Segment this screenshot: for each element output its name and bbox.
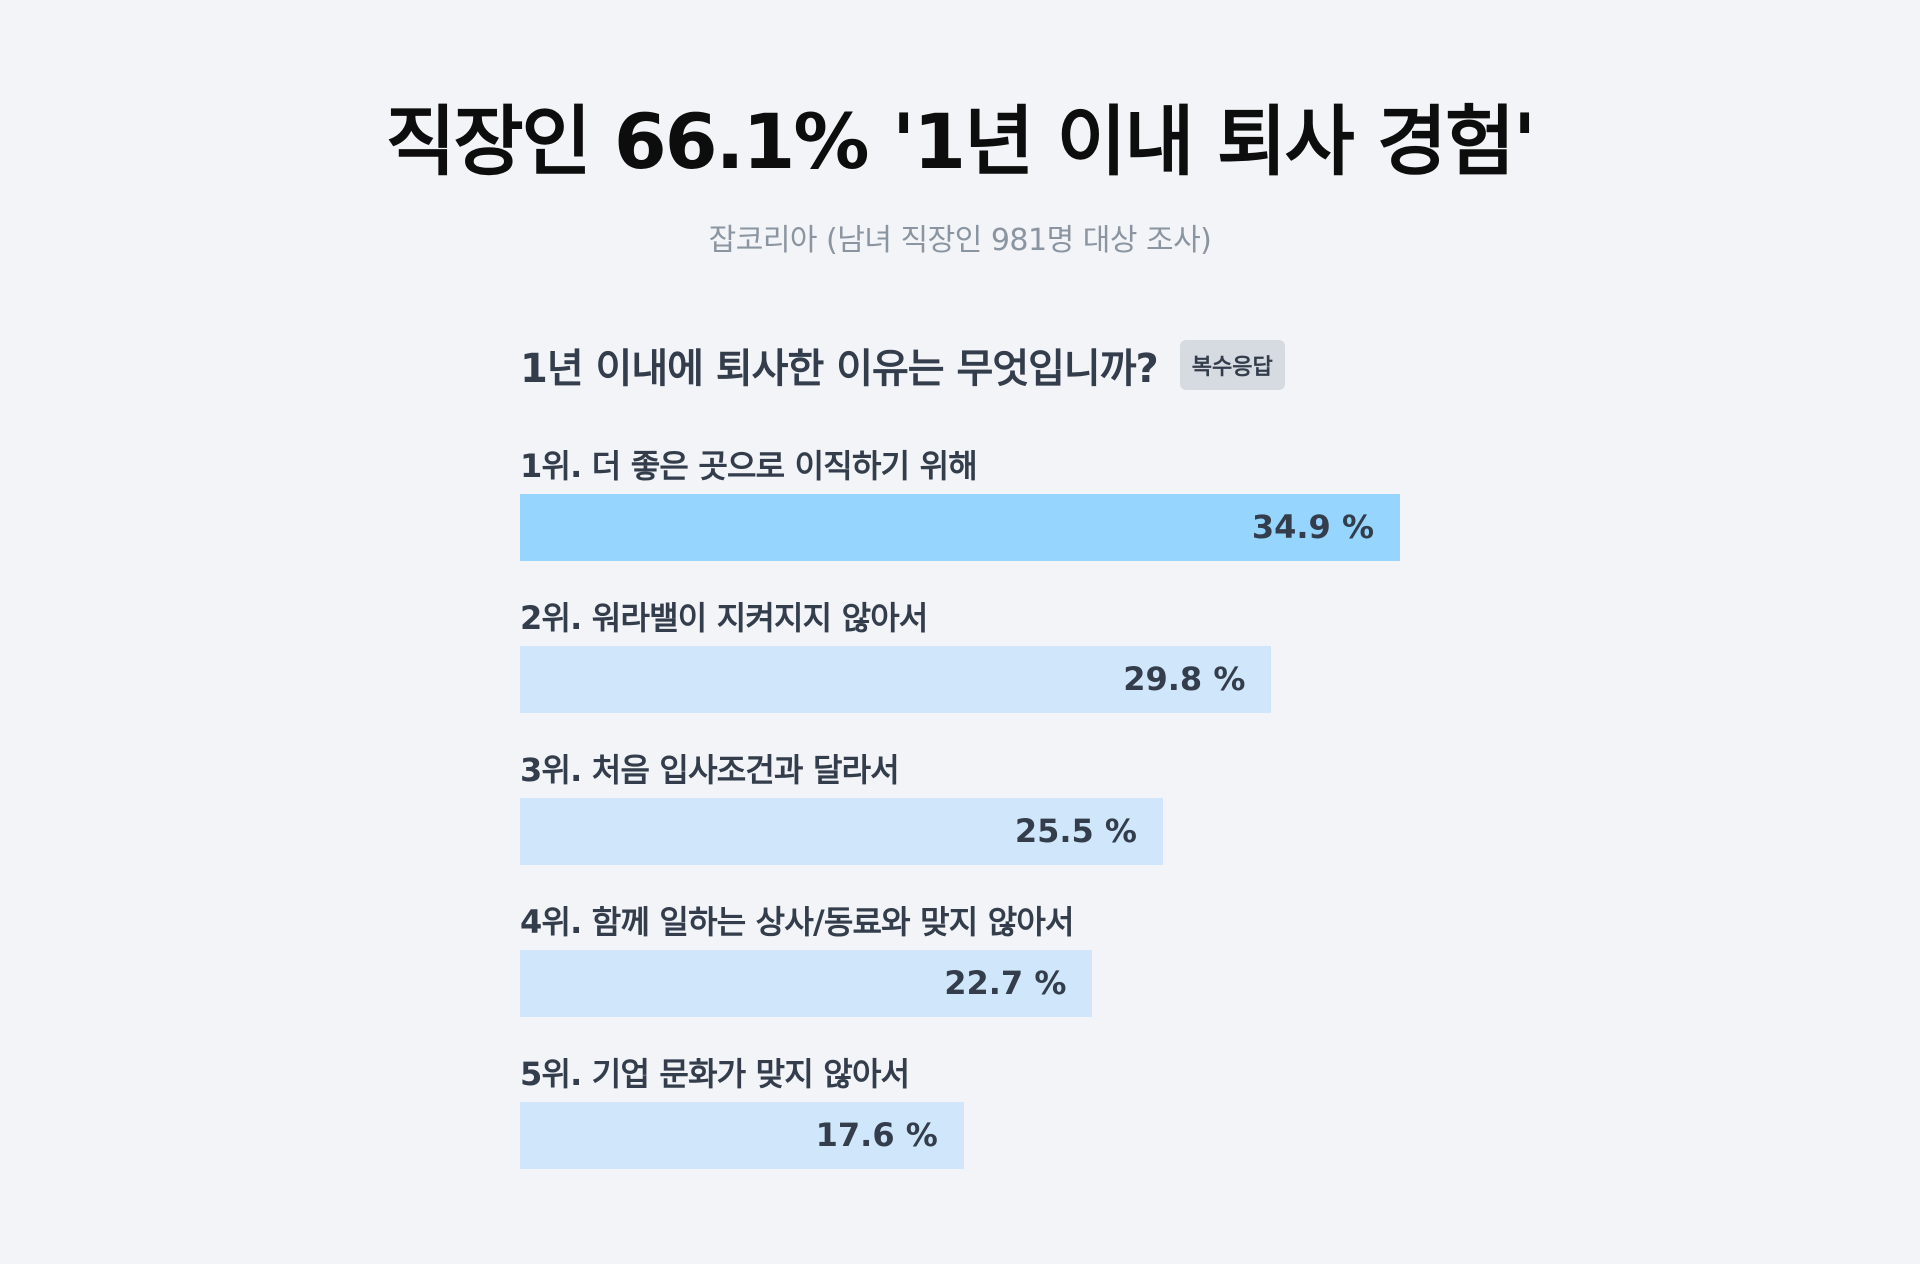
- bar-label: 4위. 함께 일하는 상사/동료와 맞지 않아서: [520, 903, 1074, 941]
- bar-value-label: 34.9 %: [1251, 508, 1374, 546]
- bar-row: 2위. 워라밸이 지켜지지 않아서 29.8 %: [520, 592, 1620, 744]
- chart-title: 직장인 66.1% '1년 이내 퇴사 경험': [385, 97, 1537, 186]
- question-text: 1년 이내에 퇴사한 이유는 무엇입니까?: [520, 346, 1159, 392]
- bar-chart: 1위. 더 좋은 곳으로 이직하기 위해 34.9 % 2위. 워라밸이 지켜지…: [520, 440, 1620, 1200]
- question-header: 1년 이내에 퇴사한 이유는 무엇입니까? 복수응답: [520, 336, 1285, 394]
- bar-value-label: 17.6 %: [815, 1116, 938, 1154]
- bar: 22.7 %: [520, 950, 1093, 1017]
- bar-row: 5위. 기업 문화가 맞지 않아서 17.6 %: [520, 1048, 1620, 1200]
- bar-label: 2위. 워라밸이 지켜지지 않아서: [520, 599, 928, 637]
- bar: 34.9 %: [520, 494, 1400, 561]
- multiple-response-badge: 복수응답: [1179, 340, 1285, 390]
- bar-label: 5위. 기업 문화가 맞지 않아서: [520, 1055, 910, 1093]
- bar: 29.8 %: [520, 646, 1272, 713]
- bar-value-label: 29.8 %: [1123, 660, 1246, 698]
- bar-value-label: 22.7 %: [944, 964, 1067, 1002]
- chart-subtitle: 잡코리아 (남녀 직장인 981명 대상 조사): [708, 223, 1212, 258]
- bar-row: 1위. 더 좋은 곳으로 이직하기 위해 34.9 %: [520, 440, 1620, 592]
- bar-row: 3위. 처음 입사조건과 달라서 25.5 %: [520, 744, 1620, 896]
- bar: 25.5 %: [520, 798, 1163, 865]
- bar-label: 1위. 더 좋은 곳으로 이직하기 위해: [520, 447, 978, 485]
- bar-value-label: 25.5 %: [1014, 812, 1137, 850]
- bar-row: 4위. 함께 일하는 상사/동료와 맞지 않아서 22.7 %: [520, 896, 1620, 1048]
- bar: 17.6 %: [520, 1102, 964, 1169]
- bar-label: 3위. 처음 입사조건과 달라서: [520, 751, 900, 789]
